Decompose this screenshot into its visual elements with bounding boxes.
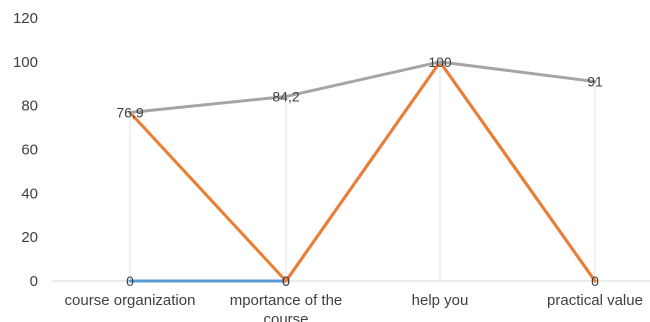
y-tick-label: 80 xyxy=(21,98,38,115)
data-point xyxy=(593,80,597,84)
y-tick-label: 60 xyxy=(21,142,38,159)
x-category-label: course xyxy=(263,311,308,322)
data-label: 100 xyxy=(428,54,452,70)
y-tick-label: 0 xyxy=(30,273,38,290)
x-category-label: mportance of the xyxy=(230,292,343,309)
y-tick-label: 20 xyxy=(21,229,38,246)
x-category-label: practical value xyxy=(547,292,643,309)
y-tick-label: 120 xyxy=(13,10,38,27)
data-label: 0 xyxy=(282,273,290,289)
y-tick-label: 40 xyxy=(21,185,38,202)
data-point xyxy=(128,279,132,283)
y-tick-label: 100 xyxy=(13,54,38,71)
data-label: 91 xyxy=(587,74,603,90)
x-axis-category-labels: course organization mportance of the cours… xyxy=(65,292,643,322)
data-label: 76,9 xyxy=(116,104,143,120)
series-line-3 xyxy=(128,60,597,114)
x-category-label: course organization xyxy=(65,292,196,309)
data-label: 0 xyxy=(591,273,599,289)
series-lines xyxy=(128,60,597,283)
data-point xyxy=(284,94,288,98)
data-label: 0 xyxy=(282,273,290,289)
data-label: 84,2 xyxy=(272,88,299,104)
drop-lines xyxy=(129,61,596,281)
data-label: 0 xyxy=(126,273,134,289)
series-line-2 xyxy=(128,60,597,283)
data-point xyxy=(128,110,132,114)
data-point xyxy=(593,279,597,283)
data-point xyxy=(284,279,288,283)
y-axis-tick-labels: 0 20 40 60 80 100 120 xyxy=(13,10,38,290)
data-point xyxy=(438,60,442,64)
x-category-label: help you xyxy=(412,292,469,309)
